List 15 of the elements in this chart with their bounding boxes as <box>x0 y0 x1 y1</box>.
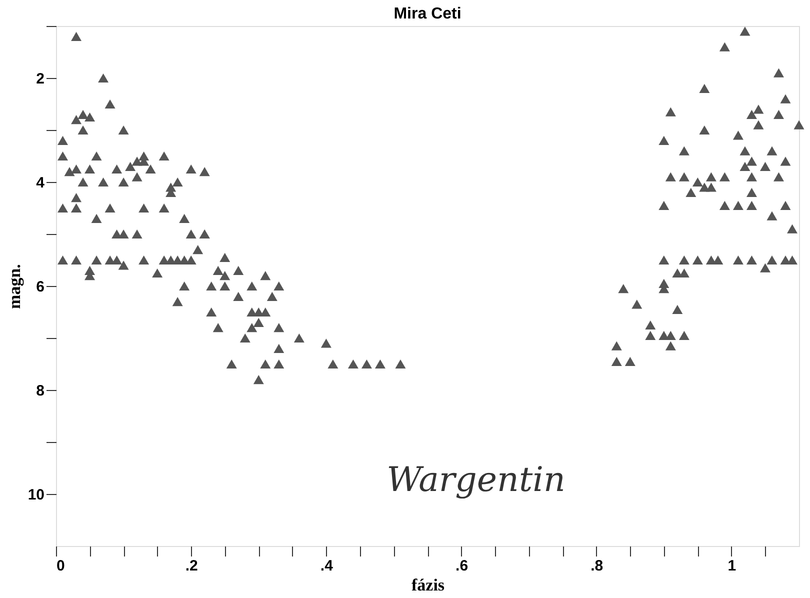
y-tick-label: 4 <box>36 174 46 192</box>
x-axis-title: fázis <box>411 576 445 594</box>
x-tick-label: 1 <box>728 558 736 574</box>
y-tick-label: 6 <box>36 278 44 296</box>
x-tick-label: .2 <box>185 558 198 574</box>
chart-title: Mira Ceti <box>394 6 462 22</box>
y-tick-label: 2 <box>36 70 44 88</box>
y-tick-label: 8 <box>36 382 44 400</box>
y-axis-title: magn. <box>4 264 24 309</box>
annotation: Wargentin <box>386 460 566 500</box>
x-tick-label: .4 <box>320 558 334 574</box>
x-tick-label: .6 <box>456 558 468 574</box>
y-tick-label: 10 <box>28 486 44 504</box>
x-tick-label: 0 <box>56 558 65 574</box>
x-tick-label: .8 <box>590 558 604 574</box>
